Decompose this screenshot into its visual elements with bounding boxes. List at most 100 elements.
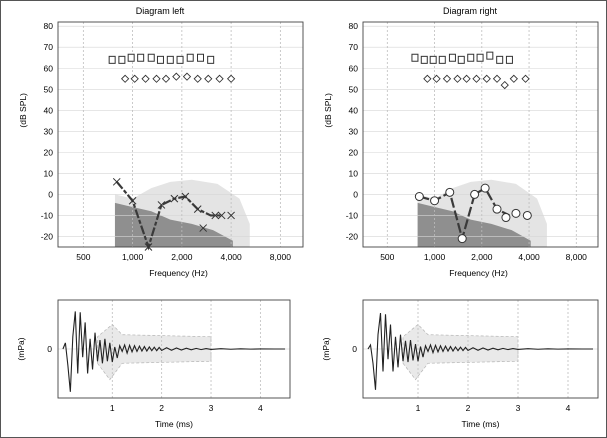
data-point-square: [467, 53, 475, 62]
audiogram-right: Diagram right 80 70 60 50 40 30 20 10 0 -10 -20 500 1…: [323, 6, 599, 278]
x-tick-label: 8,000: [566, 252, 588, 262]
data-point-diamond: [482, 74, 491, 83]
data-point-square: [420, 55, 428, 64]
y-tick-label: 80: [349, 21, 359, 31]
data-point-cross: [199, 224, 208, 232]
x-tick-label: 1,000: [122, 252, 144, 262]
waveform-line: [62, 311, 286, 392]
data-point-diamond: [462, 74, 471, 83]
data-point-cross: [128, 196, 137, 205]
x-tick-label: 1,000: [424, 252, 446, 262]
y-tick-label: 30: [44, 126, 54, 136]
data-point-square: [197, 53, 205, 62]
data-point-square: [476, 53, 484, 62]
data-point-diamond: [500, 80, 509, 90]
x-tick-label: 4: [566, 403, 571, 413]
x-tick-label: 500: [380, 252, 394, 262]
x-tick-label: 2: [466, 403, 471, 413]
data-point-diamond: [215, 74, 224, 83]
data-point-cross: [193, 205, 202, 214]
data-point-cross: [157, 201, 166, 209]
data-point-square: [457, 55, 465, 64]
data-point-cross: [211, 211, 220, 220]
plot-frame: [362, 21, 599, 248]
data-point-square: [156, 55, 164, 64]
data-point-circle: [501, 213, 511, 223]
data-point-diamond: [193, 74, 202, 83]
data-point-square: [166, 55, 174, 64]
x-tick-label: 2,000: [171, 252, 193, 262]
y-tick-label: 0: [353, 189, 358, 199]
data-point-diamond: [204, 74, 213, 83]
data-point-diamond: [472, 74, 481, 83]
x-tick-label: 3: [209, 403, 214, 413]
data-point-circle: [457, 234, 467, 244]
x-axis-label: Time (ms): [462, 419, 500, 429]
x-tick-label: 4,000: [220, 252, 242, 262]
data-point-circle: [414, 192, 424, 202]
data-point-square: [127, 53, 135, 62]
cross-stroke: [170, 194, 179, 203]
data-point-square: [505, 55, 513, 64]
y-tick-label: -20: [41, 231, 54, 241]
cross-stroke: [193, 205, 202, 214]
data-point-diamond: [120, 74, 130, 83]
cross-stroke: [157, 201, 166, 209]
normal-envelope: [97, 324, 212, 381]
cross-stroke: [211, 211, 220, 220]
y-tick-label: 10: [349, 168, 359, 178]
y-tick-label: 70: [349, 42, 359, 52]
cross-stroke: [112, 177, 121, 186]
normal-range-band-dark: [417, 202, 531, 247]
y-tick-label: 80: [44, 21, 54, 31]
data-point-square: [448, 53, 456, 62]
y-tick-label: 40: [44, 105, 54, 115]
data-point-square: [496, 55, 504, 64]
y-axis-label: (dB SPL): [18, 93, 28, 128]
waveform-right: 0 1 2 3 4 Time (ms) (mPa): [321, 299, 599, 429]
y-zero-label: 0: [47, 344, 52, 354]
cross-stroke: [227, 211, 235, 220]
x-tick-label: 3: [516, 403, 521, 413]
data-point-square: [207, 55, 215, 64]
data-point-diamond: [453, 74, 462, 83]
x-tick-label: 1: [416, 403, 421, 413]
cross-stroke: [199, 224, 208, 232]
y-axis-label: (dB SPL): [323, 93, 333, 128]
x-tick-label: 500: [76, 252, 90, 262]
plot-frame: [57, 299, 291, 399]
y-tick-label: -10: [41, 210, 54, 220]
y-tick-label: 30: [349, 126, 359, 136]
x-tick-label: 4: [258, 403, 263, 413]
y-axis-label: (mPa): [16, 337, 26, 360]
waveform-line: [367, 313, 593, 390]
normal-envelope: [402, 324, 519, 381]
data-point-square: [429, 55, 437, 64]
x-tick-label: 2,000: [471, 252, 493, 262]
y-tick-label: 50: [44, 84, 54, 94]
data-point-square: [486, 51, 494, 60]
waveform-left: 0 1 2 3 4 Time (ms) (mPa): [16, 299, 291, 429]
data-point-square: [147, 53, 155, 62]
y-tick-label: -10: [346, 210, 359, 220]
cross-stroke: [128, 196, 137, 205]
data-point-circle: [470, 189, 480, 199]
data-point-square: [411, 53, 419, 62]
data-point-square: [108, 55, 116, 64]
data-point-circle: [445, 187, 455, 197]
audiogram-left: Diagram left 80 70 60 50 40 30 20 10 0 -10 -20 500 1,…: [18, 6, 304, 278]
x-tick-label: 2: [159, 403, 164, 413]
data-point-diamond: [161, 74, 171, 83]
data-point-cross: [181, 192, 190, 201]
data-point-diamond: [141, 74, 150, 83]
data-point-circle: [480, 183, 490, 193]
y-tick-label: 20: [349, 147, 359, 157]
y-tick-label: 20: [44, 147, 54, 157]
cross-stroke: [144, 243, 153, 251]
data-point-diamond: [442, 74, 452, 83]
y-tick-label: 50: [349, 84, 359, 94]
data-point-cross: [144, 243, 153, 251]
y-tick-label: 70: [44, 42, 54, 52]
data-point-diamond: [423, 74, 432, 83]
plot-title: Diagram left: [136, 6, 185, 16]
